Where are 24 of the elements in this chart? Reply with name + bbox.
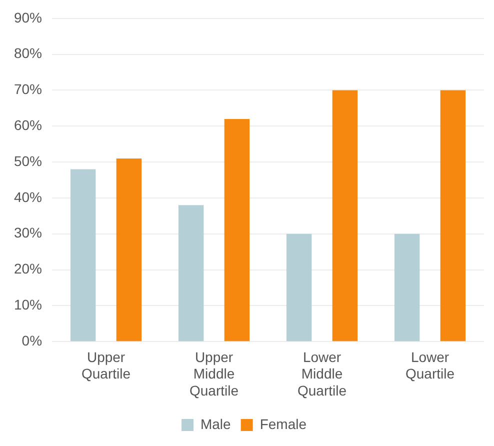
y-tick-label: 90% (14, 9, 42, 26)
x-tick-label: Lower Quartile (405, 348, 455, 382)
bar (116, 158, 142, 342)
x-tick-label: Lower Middle Quartile (297, 348, 347, 398)
y-tick-label: 10% (14, 296, 42, 313)
x-tick-label: Upper Quartile (82, 348, 131, 382)
bar (178, 205, 204, 342)
x-tick-label: Upper Middle Quartile (189, 348, 239, 398)
y-tick-label: 80% (14, 45, 42, 62)
bar (286, 234, 312, 342)
y-tick-label: 50% (14, 152, 42, 169)
y-tick-label: 40% (14, 188, 42, 205)
y-tick-label: 0% (22, 332, 42, 348)
y-tick-label: 30% (14, 224, 42, 241)
bar (70, 169, 96, 342)
y-tick-label: 60% (14, 116, 42, 133)
bar (394, 234, 420, 342)
legend-label: Male (200, 416, 232, 432)
bar (224, 118, 250, 342)
bar (332, 90, 358, 342)
bar (440, 90, 466, 342)
legend-label: Female (260, 416, 307, 432)
y-tick-label: 70% (14, 81, 42, 98)
y-tick-label: 20% (14, 260, 42, 277)
